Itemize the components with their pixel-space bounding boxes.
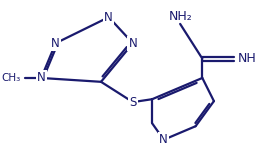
Text: N: N	[128, 37, 137, 50]
Text: NH₂: NH₂	[168, 10, 192, 23]
Text: N: N	[104, 11, 113, 24]
Text: CH₃: CH₃	[2, 73, 21, 83]
Text: N: N	[159, 133, 168, 146]
Text: S: S	[129, 96, 136, 109]
Text: NH: NH	[238, 52, 257, 65]
Text: N: N	[37, 71, 46, 84]
Text: N: N	[51, 37, 60, 50]
